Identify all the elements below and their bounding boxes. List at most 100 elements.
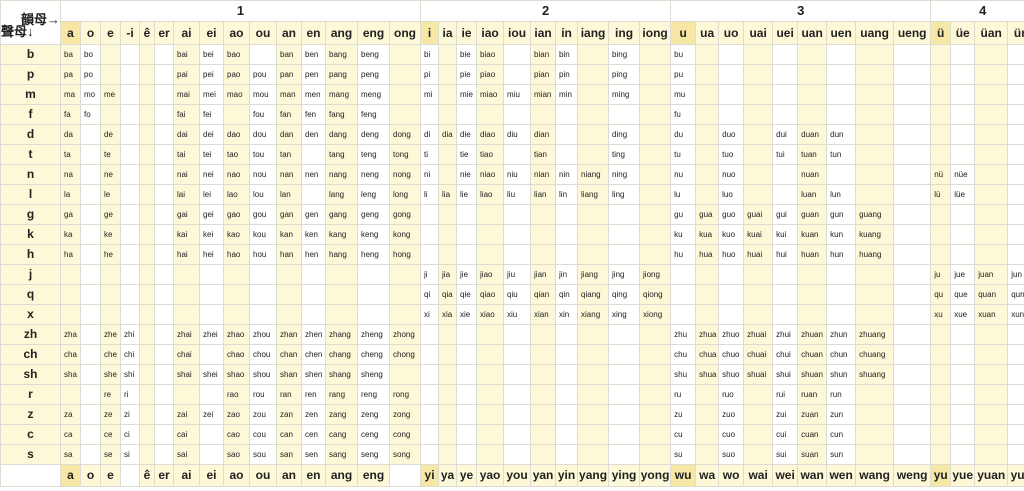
- syllable-cell: [357, 284, 390, 305]
- syllable-cell: hao: [223, 244, 250, 265]
- syllable-cell: [139, 144, 155, 165]
- syllable-cell: [154, 124, 174, 145]
- syllable-cell: [420, 424, 440, 445]
- final-header-cell: ei: [199, 21, 224, 45]
- syllable-cell: [139, 404, 155, 425]
- syllable-cell: tui: [772, 144, 799, 165]
- syllable-cell: chai: [173, 344, 200, 365]
- syllable-cell: [950, 424, 976, 445]
- syllable-cell: bang: [325, 44, 358, 65]
- syllable-cell: [639, 204, 672, 225]
- syllable-cell: bing: [608, 44, 641, 65]
- standalone-spelling-cell: en: [301, 464, 326, 487]
- syllable-cell: jing: [608, 264, 641, 285]
- syllable-cell: [1007, 204, 1024, 225]
- syllable-cell: sai: [173, 444, 200, 465]
- syllable-cell: kua: [695, 224, 720, 245]
- syllable-cell: nong: [388, 164, 422, 185]
- syllable-cell: duan: [797, 124, 828, 145]
- syllable-cell: [718, 64, 745, 85]
- standalone-spelling-cell: yan: [530, 464, 557, 487]
- syllable-cell: [893, 444, 932, 465]
- final-header-cell: ie: [456, 21, 478, 45]
- syllable-cell: jia: [438, 264, 458, 285]
- syllable-cell: [893, 84, 932, 105]
- syllable-cell: [639, 164, 672, 185]
- syllable-cell: [772, 304, 799, 325]
- syllable-cell: [974, 84, 1009, 105]
- syllable-cell: [555, 344, 579, 365]
- syllable-cell: shun: [826, 364, 857, 385]
- standalone-spelling-cell: wai: [743, 464, 774, 487]
- syllable-cell: kuan: [797, 224, 828, 245]
- syllable-cell: she: [100, 364, 121, 385]
- syllable-cell: [301, 264, 326, 285]
- syllable-cell: sui: [772, 444, 799, 465]
- final-header-cell: ou: [249, 21, 277, 45]
- syllable-cell: [476, 104, 505, 125]
- syllable-cell: [476, 224, 505, 245]
- syllable-cell: zhei: [199, 324, 224, 345]
- standalone-spelling-row: a o e ê er ai ei ao ou an en ang eng yi ya ye yao you yan y…: [0, 464, 1024, 487]
- syllable-cell: [577, 344, 610, 365]
- syllable-cell: [199, 284, 224, 305]
- syllable-cell: [438, 144, 458, 165]
- syllable-cell: zhai: [173, 324, 200, 345]
- syllable-cell: zun: [826, 404, 857, 425]
- syllable-cell: fei: [199, 104, 224, 125]
- syllable-cell: [743, 64, 774, 85]
- syllable-cell: kei: [199, 224, 224, 245]
- syllable-cell: bo: [80, 44, 101, 65]
- syllable-cell: kan: [276, 224, 302, 245]
- syllable-cell: [456, 324, 478, 345]
- syllable-cell: [974, 144, 1009, 165]
- syllable-cell: li: [420, 184, 440, 205]
- syllable-cell: su: [670, 444, 697, 465]
- syllable-cell: [438, 324, 458, 345]
- syllable-cell: miao: [476, 84, 505, 105]
- syllable-cell: [530, 384, 557, 405]
- syllable-cell: [503, 344, 532, 365]
- syllable-cell: [855, 284, 895, 305]
- syllable-cell: pei: [199, 64, 224, 85]
- syllable-cell: xie: [456, 304, 478, 325]
- syllable-cell: hai: [173, 244, 200, 265]
- syllable-cell: sun: [826, 444, 857, 465]
- initial-label: f: [0, 104, 61, 125]
- syllable-cell: [154, 304, 174, 325]
- syllable-cell: [100, 44, 121, 65]
- syllable-cell: nou: [249, 164, 277, 185]
- initial-label: h: [0, 244, 61, 265]
- syllable-cell: [139, 224, 155, 245]
- syllable-cell: lin: [555, 184, 579, 205]
- syllable-cell: tan: [276, 144, 302, 165]
- syllable-cell: qun: [1007, 284, 1024, 305]
- syllable-cell: ge: [100, 204, 121, 225]
- syllable-cell: [577, 124, 610, 145]
- syllable-cell: [695, 384, 720, 405]
- syllable-cell: nei: [199, 164, 224, 185]
- syllable-cell: [1007, 344, 1024, 365]
- syllable-cell: [503, 244, 532, 265]
- syllable-cell: bian: [530, 44, 557, 65]
- syllable-cell: tang: [325, 144, 358, 165]
- syllable-cell: [420, 444, 440, 465]
- syllable-cell: [199, 424, 224, 445]
- group-4-header: 4: [930, 0, 1024, 22]
- syllable-cell: ce: [100, 424, 121, 445]
- standalone-spelling-cell: ang: [325, 464, 358, 487]
- syllable-cell: shai: [173, 364, 200, 385]
- syllable-cell: [695, 184, 720, 205]
- final-header-cell: ian: [530, 21, 557, 45]
- syllable-cell: luan: [797, 184, 828, 205]
- final-header-cell: er: [154, 21, 174, 45]
- syllable-cell: [276, 264, 302, 285]
- initial-label: j: [0, 264, 61, 285]
- syllable-cell: ci: [120, 424, 140, 445]
- syllable-cell: [639, 124, 672, 145]
- syllable-cell: [476, 364, 505, 385]
- syllable-cell: [855, 384, 895, 405]
- standalone-spelling-cell: eng: [357, 464, 390, 487]
- syllable-cell: ruo: [718, 384, 745, 405]
- syllable-cell: sa: [60, 444, 81, 465]
